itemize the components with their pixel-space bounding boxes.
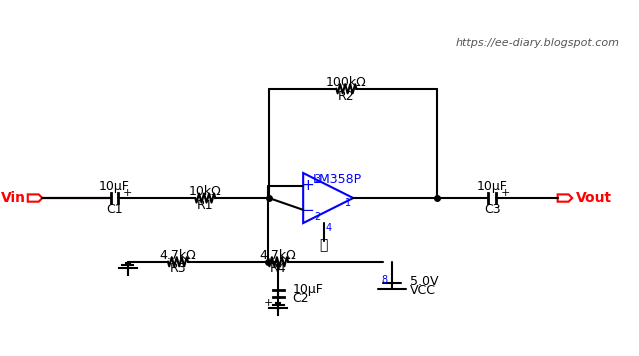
Text: 100kΩ: 100kΩ	[326, 76, 367, 89]
Text: ⏚: ⏚	[320, 238, 328, 252]
Text: 4: 4	[325, 222, 331, 232]
Text: 10kΩ: 10kΩ	[189, 185, 222, 198]
Text: R1: R1	[197, 199, 213, 212]
Text: +: +	[302, 178, 314, 193]
Text: 5.0V: 5.0V	[410, 275, 438, 288]
Text: C1: C1	[106, 203, 123, 216]
Text: VCC: VCC	[410, 284, 436, 297]
Text: 8: 8	[381, 275, 387, 285]
Text: +: +	[264, 298, 273, 308]
Text: 4.7kΩ: 4.7kΩ	[260, 249, 296, 262]
Text: C3: C3	[484, 203, 500, 216]
Text: R4: R4	[270, 262, 286, 274]
Text: Vin: Vin	[1, 191, 26, 205]
Text: R2: R2	[338, 90, 355, 103]
Text: C2: C2	[293, 292, 309, 305]
Text: −: −	[302, 203, 314, 218]
Text: 1: 1	[345, 198, 351, 208]
Text: 10μF: 10μF	[293, 283, 323, 295]
Text: 10μF: 10μF	[477, 180, 507, 193]
Text: 10μF: 10μF	[99, 180, 130, 193]
Text: R3: R3	[170, 262, 187, 274]
Text: 2: 2	[314, 212, 320, 222]
Text: Vout: Vout	[576, 191, 612, 205]
Text: +: +	[123, 188, 132, 199]
Text: https://ee-diary.blogspot.com: https://ee-diary.blogspot.com	[456, 38, 620, 48]
Text: +: +	[500, 188, 510, 199]
Text: 3: 3	[314, 174, 320, 184]
Text: LM358P: LM358P	[312, 173, 362, 185]
Text: 4.7kΩ: 4.7kΩ	[160, 249, 196, 262]
